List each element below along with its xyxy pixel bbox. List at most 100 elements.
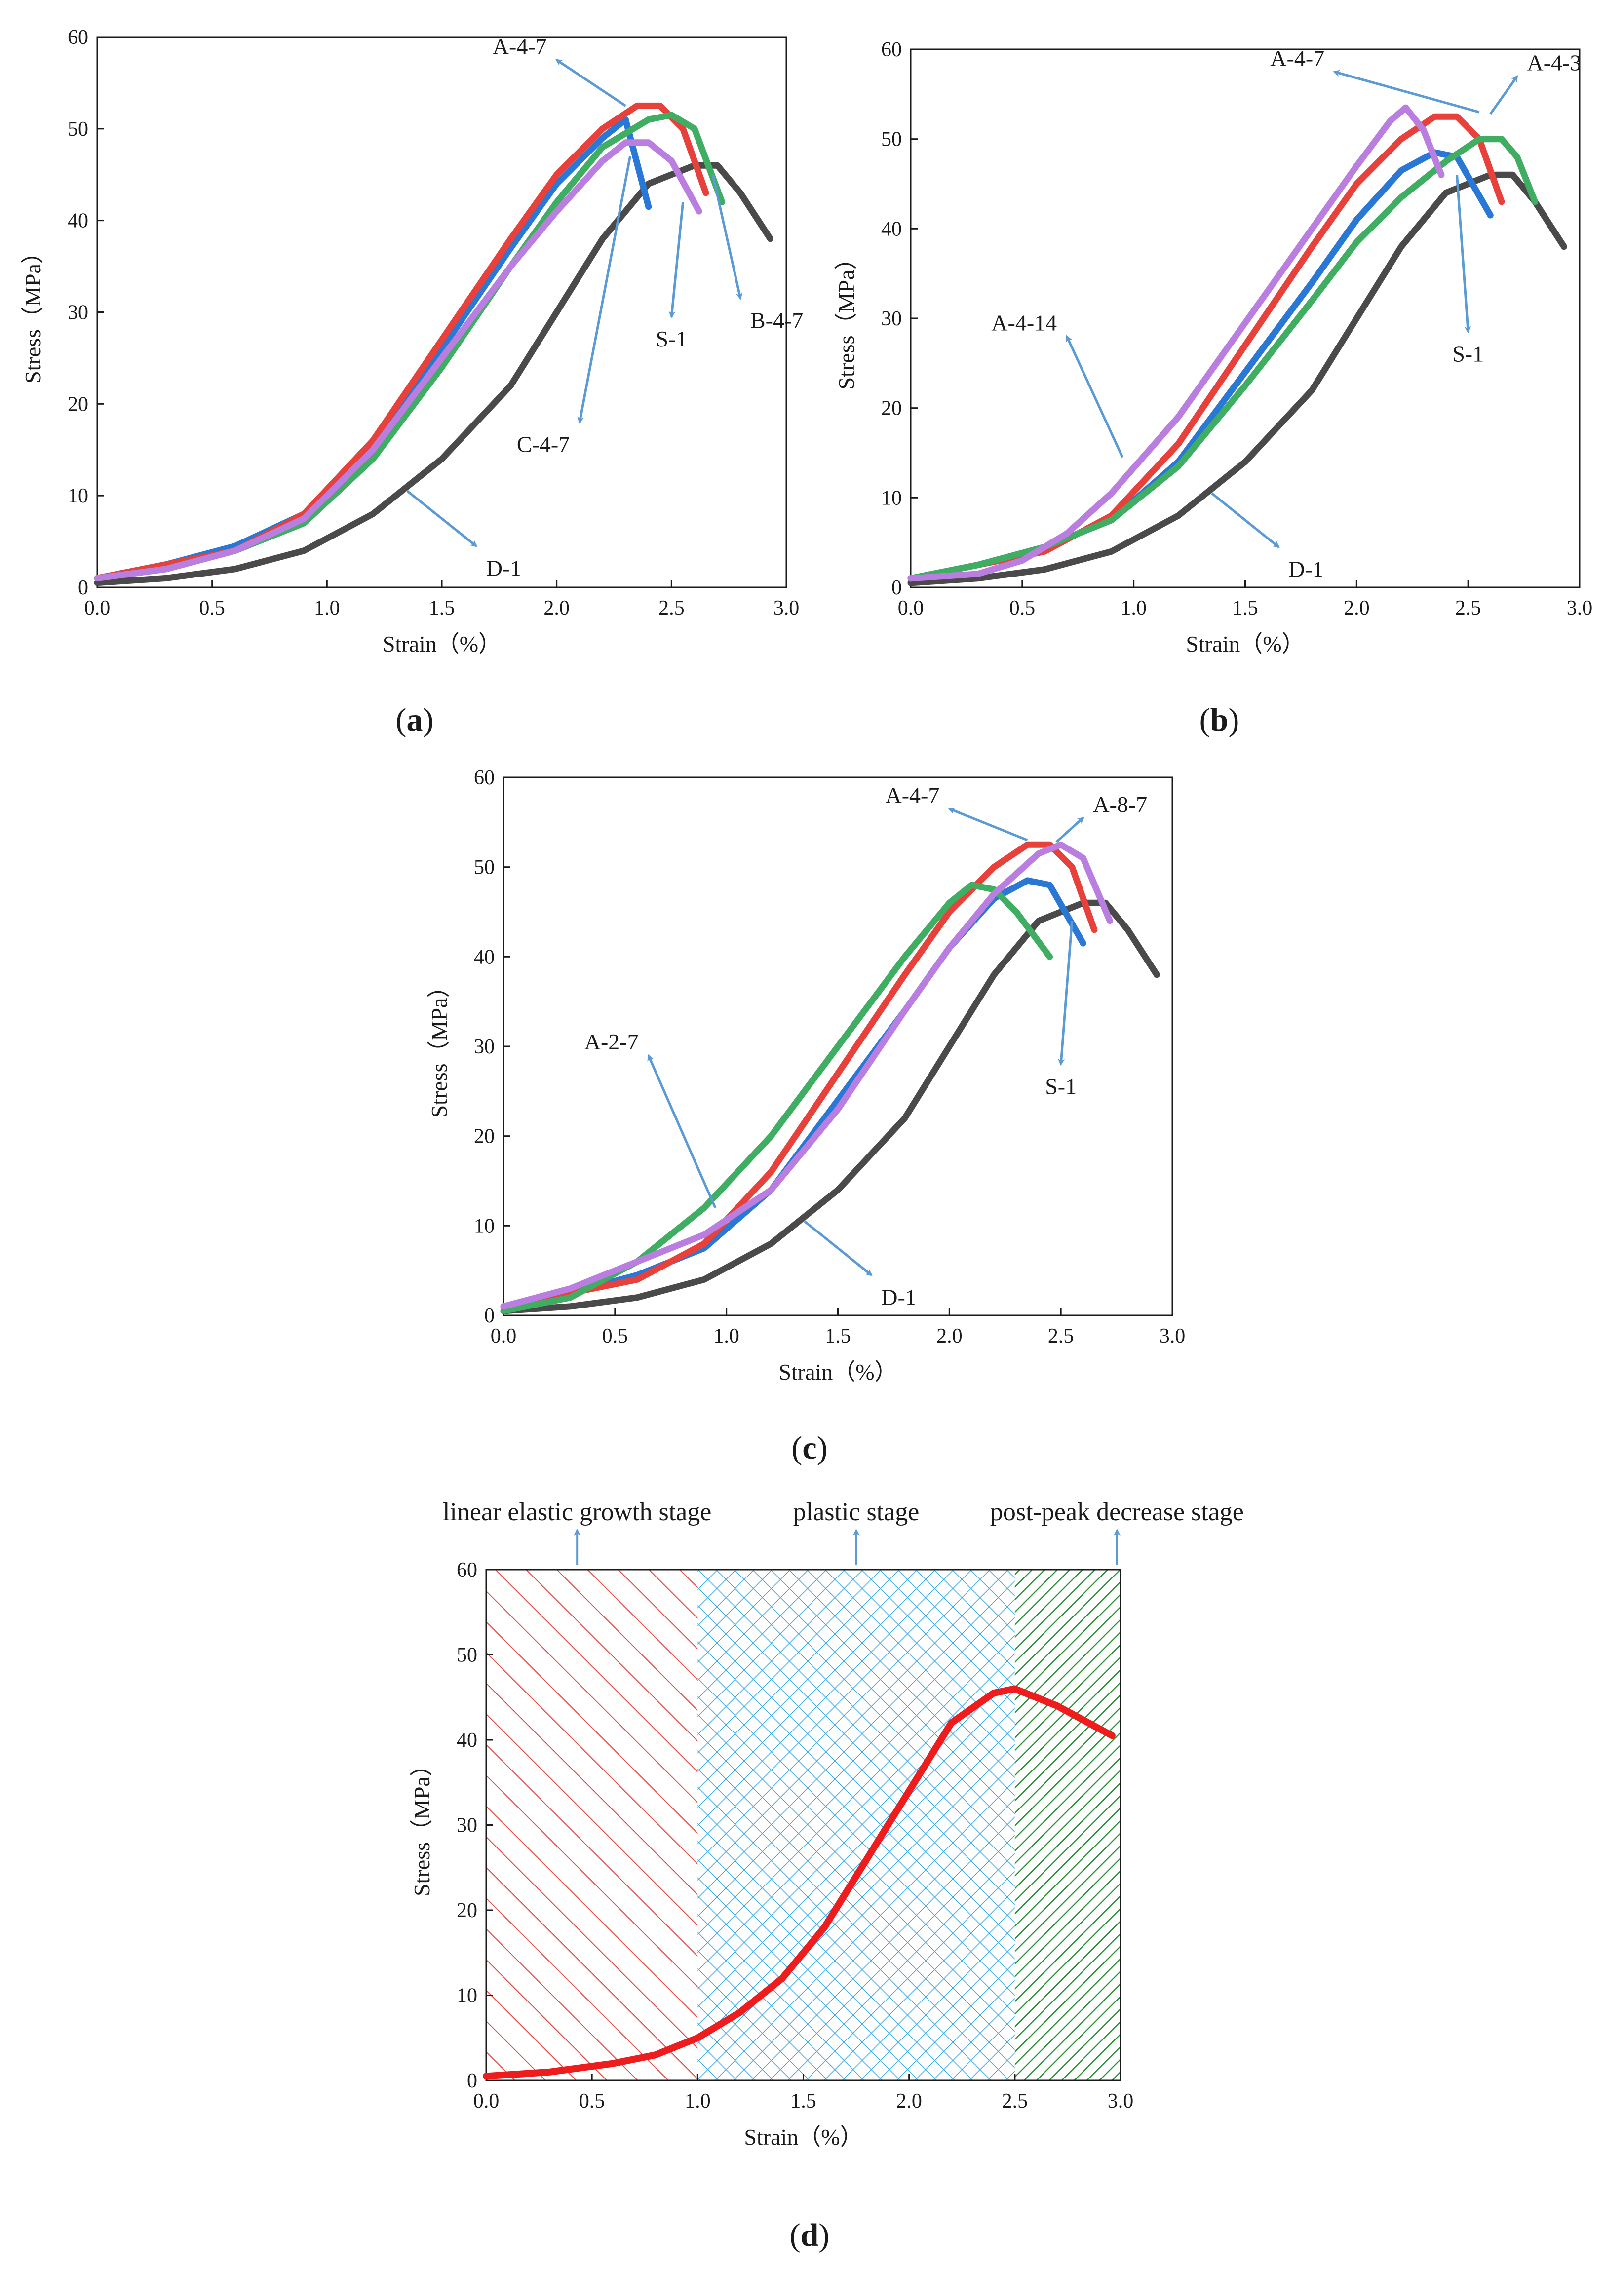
y-tick-label: 40 — [457, 1729, 477, 1752]
series-line-curve — [483, 1685, 1116, 2080]
y-axis-label: Stress（MPa） — [20, 241, 45, 384]
x-tick-label: 0.0 — [84, 597, 111, 619]
series-line-a-4-7 — [907, 113, 1505, 582]
annotation-label-s-1: S-1 — [656, 326, 687, 351]
y-axis-label: Stress（MPa） — [426, 975, 452, 1118]
series-line-a-4-7 — [500, 841, 1098, 1310]
series-line-a-4-7 — [94, 102, 709, 581]
x-tick-label: 0.0 — [491, 1325, 517, 1347]
series-line-b-4-7 — [94, 112, 726, 581]
stage-region-post-peak-decrease-stage — [1014, 1570, 1121, 2080]
y-tick-label: 50 — [68, 118, 88, 141]
x-tick-label: 2.5 — [658, 597, 685, 619]
series-line-d-1 — [94, 162, 773, 586]
x-tick-label: 2.5 — [1002, 2090, 1028, 2113]
y-tick-label: 0 — [78, 577, 88, 599]
x-tick-label: 3.0 — [1160, 1325, 1186, 1347]
y-axis-label: Stress（MPa） — [834, 247, 859, 390]
panel-label-c: (c) — [791, 1430, 827, 1466]
x-tick-label: 2.0 — [1344, 597, 1370, 619]
chart-panel-b: 0.0 0.5 1.0 1.5 2.0 2.5 3.0 0 10 20 30 40 50 60 Strain… — [834, 38, 1592, 656]
x-tick-label: 0.0 — [473, 2090, 500, 2113]
chart-panel-a: 0.0 0.5 1.0 1.5 2.0 2.5 3.0 0 10 20 30 40 50 60 Strain… — [20, 26, 803, 656]
annotation-arrow-a-2-7 — [647, 1054, 717, 1209]
x-tick-label: 1.5 — [429, 597, 455, 619]
annotation-label-b-4-7: B-4-7 — [750, 308, 803, 333]
x-tick-label: 2.5 — [1048, 1325, 1074, 1347]
y-tick-label: 50 — [457, 1644, 477, 1667]
y-tick-label: 60 — [474, 767, 495, 789]
stage-region-plastic-stage — [697, 1570, 1015, 2080]
y-tick-label: 10 — [474, 1215, 495, 1237]
annotation-arrow-a-4-7 — [555, 59, 626, 107]
y-tick-label: 10 — [457, 1985, 477, 2007]
x-tick-label: 1.0 — [314, 597, 340, 619]
series-line-a-8-7 — [500, 841, 1113, 1310]
y-tick-label: 0 — [467, 2070, 477, 2092]
y-tick-label: 30 — [457, 1814, 477, 1837]
x-tick-label: 1.5 — [790, 2090, 816, 2113]
x-tick-label: 3.0 — [1108, 2090, 1134, 2113]
annotation-label-a-4-3: A-4-3 — [1527, 50, 1582, 76]
x-tick-label: 1.0 — [713, 1325, 739, 1347]
annotation-arrow-s-1 — [1456, 175, 1471, 334]
annotation-arrow-a-4-7 — [948, 808, 1028, 842]
x-tick-label: 0.5 — [579, 2090, 605, 2113]
series-line-a-4-14 — [907, 104, 1445, 582]
y-tick-label: 50 — [881, 128, 902, 151]
x-tick-label: 2.5 — [1455, 597, 1481, 619]
annotation-label-a-2-7: A-2-7 — [584, 1029, 639, 1054]
annotation-label-a-4-7: A-4-7 — [493, 34, 547, 59]
x-tick-label: 0.0 — [898, 597, 924, 619]
annotation-label-d-1: D-1 — [881, 1284, 917, 1309]
x-tick-label: 2.0 — [896, 2090, 922, 2113]
chart-panel-c: 0.0 0.5 1.0 1.5 2.0 2.5 3.0 0 10 20 30 40 50 60 Strain… — [426, 767, 1185, 1385]
annotation-arrow-d-1 — [406, 490, 478, 547]
y-tick-label: 40 — [881, 218, 902, 240]
annotation-arrow-d-1 — [1211, 492, 1280, 548]
x-tick-label: 1.5 — [825, 1325, 851, 1347]
series-line-c-4-7 — [94, 139, 702, 581]
annotation-arrow-a-4-3 — [1489, 75, 1518, 115]
annotation-label-a-8-7: A-8-7 — [1093, 792, 1147, 817]
y-tick-label: 30 — [474, 1036, 495, 1058]
annotation-label-d-1: D-1 — [1288, 556, 1324, 581]
annotation-arrow-a-4-7 — [1333, 70, 1480, 114]
x-tick-label: 1.0 — [1121, 597, 1147, 619]
annotation-arrow-a-8-7 — [1055, 816, 1084, 843]
annotation-label-a-4-7: A-4-7 — [885, 783, 939, 808]
x-tick-label: 3.0 — [773, 597, 800, 619]
annotation-label-d-1: D-1 — [486, 555, 522, 580]
x-axis-label: Strain（%） — [778, 1359, 897, 1385]
annotation-arrow-s-1 — [1058, 921, 1074, 1066]
x-axis-label: Strain（%） — [744, 2124, 862, 2150]
x-axis-label: Strain（%） — [1186, 631, 1304, 656]
y-axis-label: Stress（MPa） — [409, 1754, 434, 1896]
x-tick-label: 1.0 — [685, 2090, 711, 2113]
y-tick-label: 20 — [881, 397, 902, 420]
stage-region-linear-elastic-growth-stage — [486, 1570, 698, 2080]
y-tick-label: 60 — [881, 38, 902, 61]
annotation-label-s-1: S-1 — [1045, 1074, 1077, 1099]
y-tick-label: 40 — [68, 210, 88, 232]
series-line-s-1 — [907, 149, 1494, 582]
annotation-label-s-1: S-1 — [1452, 341, 1484, 366]
series-line-s-1 — [500, 877, 1086, 1310]
panel-label-b: (b) — [1199, 702, 1239, 738]
x-tick-label: 2.0 — [543, 597, 570, 619]
x-tick-label: 2.0 — [936, 1325, 963, 1347]
y-tick-label: 40 — [474, 946, 495, 968]
y-tick-label: 20 — [474, 1125, 495, 1148]
x-tick-label: 0.5 — [199, 597, 225, 619]
y-tick-label: 10 — [68, 485, 88, 507]
y-tick-label: 0 — [891, 577, 902, 599]
y-tick-label: 60 — [457, 1559, 477, 1581]
x-axis-label: Strain（%） — [383, 631, 501, 656]
x-tick-label: 3.0 — [1567, 597, 1593, 619]
annotation-arrow-b-4-7 — [711, 174, 743, 300]
panel-label-a: (a) — [396, 702, 434, 738]
annotation-arrow-c-4-7 — [577, 156, 632, 424]
annotation-label-a-4-14: A-4-14 — [991, 310, 1057, 335]
y-tick-label: 30 — [881, 308, 902, 330]
